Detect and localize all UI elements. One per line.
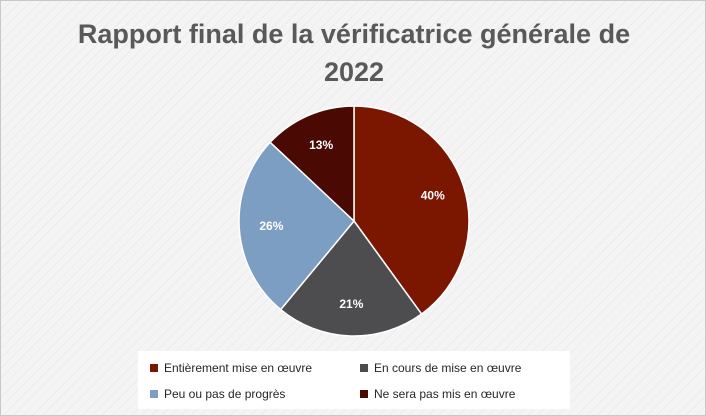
legend: Entièrement mise en œuvre En cours de mi… (138, 351, 570, 409)
legend-label-entierement: Entièrement mise en œuvre (164, 361, 313, 375)
legend-label-en-cours: En cours de mise en œuvre (374, 361, 522, 375)
pie-slice-peu-ou-pas (238, 141, 356, 311)
legend-label-peu-ou-pas: Peu ou pas de progrès (164, 387, 286, 401)
legend-item-peu-ou-pas: Peu ou pas de progrès (150, 387, 285, 401)
chart-title-line-2: 2022 (323, 57, 385, 87)
legend-item-entierement: Entièrement mise en œuvre (150, 361, 312, 375)
legend-label-ne-sera-pas: Ne sera pas mis en œuvre (374, 387, 516, 401)
data-label-entierement: 40% (421, 188, 445, 202)
legend-swatch-peu-ou-pas (150, 390, 158, 398)
legend-item-en-cours: En cours de mise en œuvre (360, 361, 521, 375)
legend-swatch-en-cours (360, 364, 368, 372)
legend-swatch-entierement (150, 364, 158, 372)
legend-item-ne-sera-pas: Ne sera pas mis en œuvre (360, 387, 515, 401)
pie-slice-ne-sera-pas (269, 105, 355, 223)
data-label-peu-ou-pas: 26% (259, 219, 283, 233)
chart-title: Rapport final de la vérificatrice généra… (41, 15, 667, 91)
chart-title-line-1: Rapport final de la vérificatrice généra… (77, 19, 631, 49)
data-label-ne-sera-pas: 13% (309, 138, 333, 152)
data-label-en-cours: 21% (339, 297, 363, 311)
pie-slice-entierement (353, 105, 470, 316)
pie-slice-en-cours (279, 219, 423, 337)
legend-swatch-ne-sera-pas (360, 390, 368, 398)
